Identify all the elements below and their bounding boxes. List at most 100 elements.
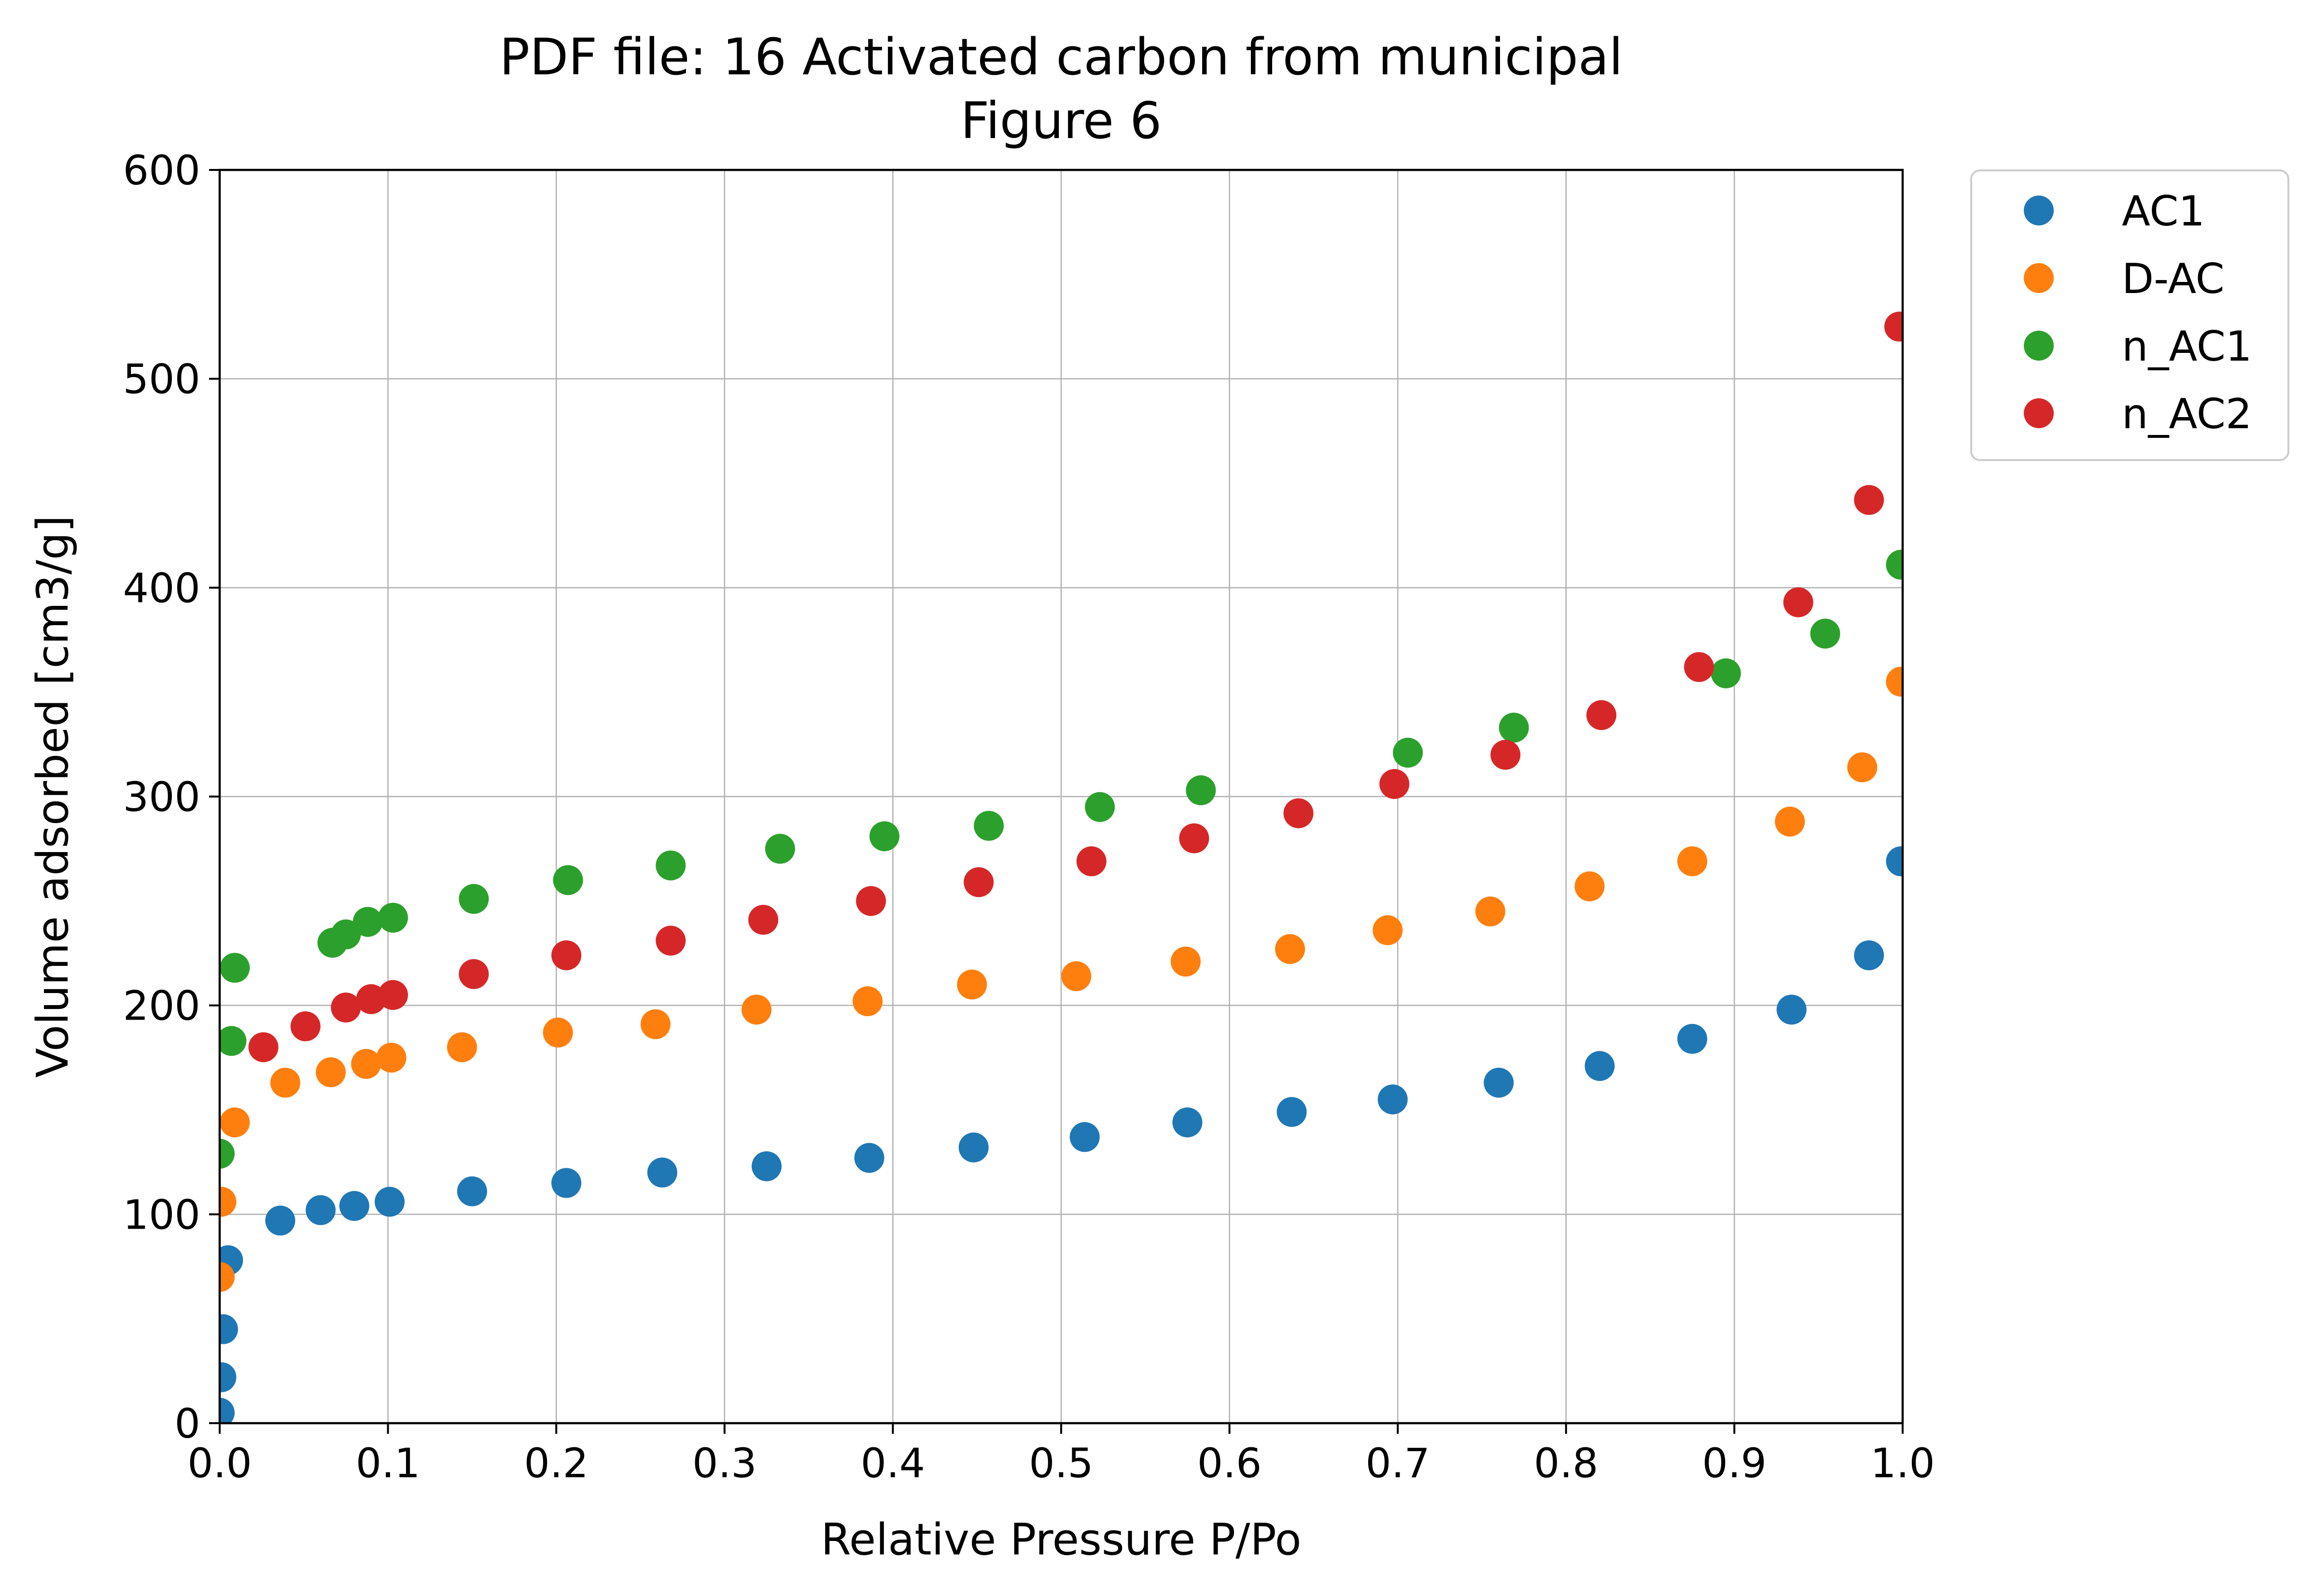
legend: AC1 D-AC n_AC1 n_AC2 [1970,169,2289,461]
data-point [220,1026,247,1056]
data-point [1886,549,1903,580]
y-tick-label: 200 [123,982,200,1030]
data-point [1490,740,1521,770]
series-d-ac [220,667,1903,1292]
data-point [543,1017,573,1048]
data-point [1847,752,1878,783]
data-point [1379,769,1410,799]
legend-label: n_AC1 [2122,322,2252,371]
series-ac1 [220,846,1903,1423]
data-point [551,1168,582,1198]
data-point [647,1157,677,1188]
data-point [339,1191,369,1221]
data-point [220,1314,238,1344]
data-point [220,1138,235,1169]
data-point [1085,792,1115,822]
x-axis-label: Relative Pressure P/Po [821,1514,1301,1565]
x-tick-label: 0.5 [1029,1440,1093,1487]
data-point [1775,806,1805,837]
axis-ticks: 0.0 0.1 0.2 0.3 0.4 0.5 0.6 0.7 0.8 0.9 1.0 0 100 200… [123,147,1935,1487]
data-point [375,1187,405,1217]
legend-label: D-AC [2122,255,2225,303]
data-point [1776,994,1807,1025]
data-point [306,1195,336,1225]
data-point [957,969,987,1000]
data-point [640,1009,671,1039]
data-point [459,884,489,914]
data-point [1276,1097,1307,1127]
x-tick-label: 0.9 [1702,1440,1767,1487]
data-point [1061,961,1092,992]
series-n-ac2 [248,311,1903,1063]
data-point [1373,915,1403,945]
data-point [854,1143,884,1173]
data-point [331,992,361,1022]
data-point [1475,896,1505,926]
data-point [1854,485,1884,515]
data-point [248,1032,279,1063]
y-tick-label: 400 [123,564,200,612]
data-point [748,905,778,935]
data-point [964,867,994,897]
data-point [1283,798,1314,828]
y-tick-label: 0 [175,1400,200,1447]
data-point [1170,946,1201,977]
data-point [447,1032,477,1063]
y-tick-label: 600 [123,147,200,194]
data-point [656,925,686,956]
x-tick-label: 0.4 [861,1440,925,1487]
x-tick-label: 0.7 [1365,1440,1430,1487]
x-tick-label: 0.0 [187,1440,252,1487]
data-point [220,1362,237,1392]
data-point [856,886,886,916]
data-point [378,980,408,1010]
y-axis-label: Volume adsorbed [cm3/g] [28,516,78,1078]
data-point [1069,1122,1100,1152]
data-point [220,1398,235,1423]
data-point [352,907,383,937]
data-point [1783,587,1813,617]
legend-marker [2024,331,2054,361]
data-point [1886,667,1903,697]
data-point [742,994,772,1025]
data-point [958,1132,989,1162]
legend-label: n_AC2 [2122,390,2252,438]
data-point [869,821,899,852]
legend-marker [2024,196,2054,225]
data-point [1810,618,1840,649]
data-point [457,1176,487,1206]
data-point [265,1205,295,1236]
data-point [551,940,582,970]
data-point [220,1107,250,1137]
data-point [1377,1084,1408,1115]
x-tick-label: 0.1 [356,1440,421,1487]
legend-marker [2024,263,2054,293]
data-point [1677,846,1708,877]
chart-title-line-1: PDF file: 16 Activated carbon from munic… [500,28,1623,86]
y-tick-label: 300 [123,773,200,821]
x-tick-label: 0.2 [524,1440,589,1487]
data-point [553,865,583,896]
data-point [316,1057,346,1088]
data-point [331,919,361,950]
x-tick-label: 0.6 [1197,1440,1262,1487]
legend-marker [2024,398,2054,428]
legend-label: AC1 [2122,187,2205,236]
data-point [1584,1051,1615,1081]
data-point [270,1067,300,1098]
data-point [376,1042,407,1073]
legend-box [1970,169,2289,461]
data-point [1484,1067,1514,1098]
y-tick-label: 100 [123,1191,200,1238]
data-point [751,1151,782,1181]
data-point [1886,846,1903,877]
x-tick-label: 0.3 [692,1440,757,1487]
data-point [1586,700,1617,730]
series-n-ac1 [220,549,1903,1169]
x-tick-label: 1.0 [1870,1440,1935,1487]
data-point [1884,311,1903,342]
y-tick-label: 500 [123,356,200,403]
data-point [1186,775,1216,806]
data-point [1275,934,1305,964]
